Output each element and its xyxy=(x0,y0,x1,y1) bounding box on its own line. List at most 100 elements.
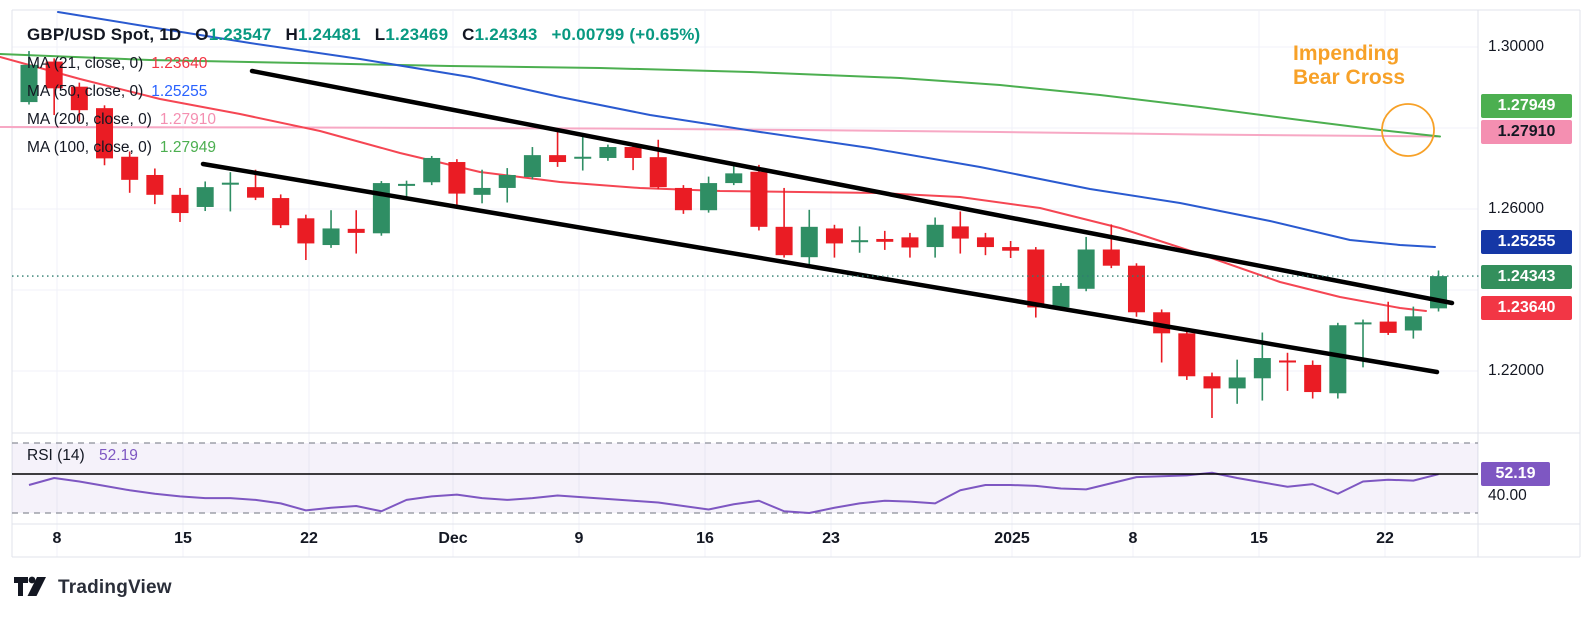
time-axis-label-22[interactable]: 22 xyxy=(1376,530,1394,547)
candle-body[interactable] xyxy=(196,187,214,207)
price-axis-label: 1.26000 xyxy=(1488,200,1545,217)
candle-body[interactable] xyxy=(574,156,592,159)
symbol-title: GBP/USD Spot, 1D xyxy=(27,25,182,44)
ma-label: MA (100, close, 0) xyxy=(27,138,152,156)
candle-body[interactable] xyxy=(498,174,516,188)
rsi-axis-label: 40.00 xyxy=(1488,487,1527,504)
candle-body[interactable] xyxy=(1329,325,1347,394)
ma-legend-row-3[interactable]: MA (200, close, 0) 1.27910 xyxy=(27,110,700,128)
candle-body[interactable] xyxy=(1228,377,1246,389)
candle-body[interactable] xyxy=(272,198,290,226)
candle-body[interactable] xyxy=(599,147,617,158)
ma-value: 1.27910 xyxy=(159,110,216,128)
ma-legend-row-2[interactable]: MA (50, close, 0) 1.25255 xyxy=(27,82,700,100)
candle-body[interactable] xyxy=(146,174,164,195)
candle-body[interactable] xyxy=(1379,321,1397,333)
candle-body[interactable] xyxy=(1127,265,1145,313)
time-axis-label-9[interactable]: 9 xyxy=(574,530,584,547)
candle-body[interactable] xyxy=(20,64,38,103)
candle-body[interactable] xyxy=(951,226,969,239)
time-axis-label-15[interactable]: 15 xyxy=(174,530,192,547)
rsi-label: RSI (14) xyxy=(27,447,85,464)
tradingview-brand-text: TradingView xyxy=(58,577,172,598)
ma-label: MA (21, close, 0) xyxy=(27,54,144,72)
price-badge-1.27949: 1.27949 xyxy=(1481,94,1572,118)
time-axis-label-8[interactable]: 8 xyxy=(52,530,62,547)
candle-body[interactable] xyxy=(549,155,567,163)
price-badge-1.27910: 1.27910 xyxy=(1481,120,1572,144)
candle-body[interactable] xyxy=(1203,376,1221,389)
candle-body[interactable] xyxy=(1253,358,1271,379)
channel-trendline[interactable] xyxy=(249,68,1455,306)
ma-value: 1.25255 xyxy=(151,82,208,100)
candle-body[interactable] xyxy=(1052,285,1070,308)
candle-body[interactable] xyxy=(1404,316,1422,331)
ma-label: MA (50, close, 0) xyxy=(27,82,144,100)
candle-body[interactable] xyxy=(473,187,491,195)
candle-body[interactable] xyxy=(96,108,114,159)
change-value: +0.00799 (+0.65%) xyxy=(551,25,701,44)
candle-body[interactable] xyxy=(624,147,642,158)
candle-body[interactable] xyxy=(1077,249,1095,289)
price-axis-label: 1.22000 xyxy=(1488,362,1545,379)
time-axis-label-22[interactable]: 22 xyxy=(300,530,318,547)
candle-body[interactable] xyxy=(423,157,441,183)
candle-body[interactable] xyxy=(775,226,793,256)
time-axis-label-2025[interactable]: 2025 xyxy=(994,530,1030,547)
candle-body[interactable] xyxy=(649,157,667,188)
candle-body[interactable] xyxy=(926,224,944,248)
tradingview-watermark[interactable]: TradingView xyxy=(14,576,172,600)
candle-body[interactable] xyxy=(750,171,768,227)
candle-body[interactable] xyxy=(976,237,994,248)
close-value: 1.24343 xyxy=(474,25,538,44)
candle-body[interactable] xyxy=(674,187,692,211)
candle-body[interactable] xyxy=(398,183,416,186)
time-axis-label-Dec[interactable]: Dec xyxy=(438,530,468,547)
candle-body[interactable] xyxy=(1354,322,1372,325)
candle-body[interactable] xyxy=(523,155,541,178)
ma-value: 1.23640 xyxy=(151,54,208,72)
price-badge-1.23640: 1.23640 xyxy=(1481,296,1572,320)
candle-body[interactable] xyxy=(1027,249,1045,308)
candle-body[interactable] xyxy=(221,182,239,185)
candle-body[interactable] xyxy=(725,173,743,184)
low-label: L xyxy=(374,25,386,44)
candle-body[interactable] xyxy=(297,218,315,244)
candle-body[interactable] xyxy=(448,162,466,194)
ma-legend-row-4[interactable]: MA (100, close, 0) 1.27949 xyxy=(27,138,700,156)
time-axis-label-16[interactable]: 16 xyxy=(696,530,714,547)
candle-body[interactable] xyxy=(347,228,365,233)
candle-body[interactable] xyxy=(372,183,390,234)
candle-body[interactable] xyxy=(876,238,894,242)
candle-body[interactable] xyxy=(825,228,843,244)
candle-body[interactable] xyxy=(45,61,63,89)
candle-body[interactable] xyxy=(70,86,88,111)
time-axis-label-15[interactable]: 15 xyxy=(1250,530,1268,547)
candle-body[interactable] xyxy=(901,237,919,248)
candle-body[interactable] xyxy=(1178,333,1196,377)
candle-body[interactable] xyxy=(322,228,340,246)
candle-body[interactable] xyxy=(851,240,869,243)
candle-body[interactable] xyxy=(247,187,265,198)
time-axis-label-8[interactable]: 8 xyxy=(1128,530,1138,547)
ma-legend-row-1[interactable]: MA (21, close, 0) 1.23640 xyxy=(27,54,700,72)
candle-body[interactable] xyxy=(171,194,189,214)
annotation-line2: Bear Cross xyxy=(1293,66,1406,90)
candle-body[interactable] xyxy=(1304,364,1322,393)
time-axis-label-23[interactable]: 23 xyxy=(822,530,840,547)
rsi-legend[interactable]: RSI (14) 52.19 xyxy=(27,447,138,465)
price-axis-label: 1.30000 xyxy=(1488,38,1545,55)
candle-body[interactable] xyxy=(121,156,139,180)
candle-body[interactable] xyxy=(1102,249,1120,266)
candle-body[interactable] xyxy=(800,226,818,258)
channel-trendline[interactable] xyxy=(200,161,1440,375)
symbol-header[interactable]: GBP/USD Spot, 1D O1.23547 H1.24481 L1.23… xyxy=(27,26,700,43)
candle-body[interactable] xyxy=(1002,247,1020,251)
bear-cross-circle[interactable] xyxy=(1381,103,1435,157)
annotation-line1: Impending xyxy=(1293,42,1400,65)
chart-legend: GBP/USD Spot, 1D O1.23547 H1.24481 L1.23… xyxy=(27,26,700,155)
candle-body[interactable] xyxy=(700,183,718,211)
candle-body[interactable] xyxy=(1279,360,1296,363)
